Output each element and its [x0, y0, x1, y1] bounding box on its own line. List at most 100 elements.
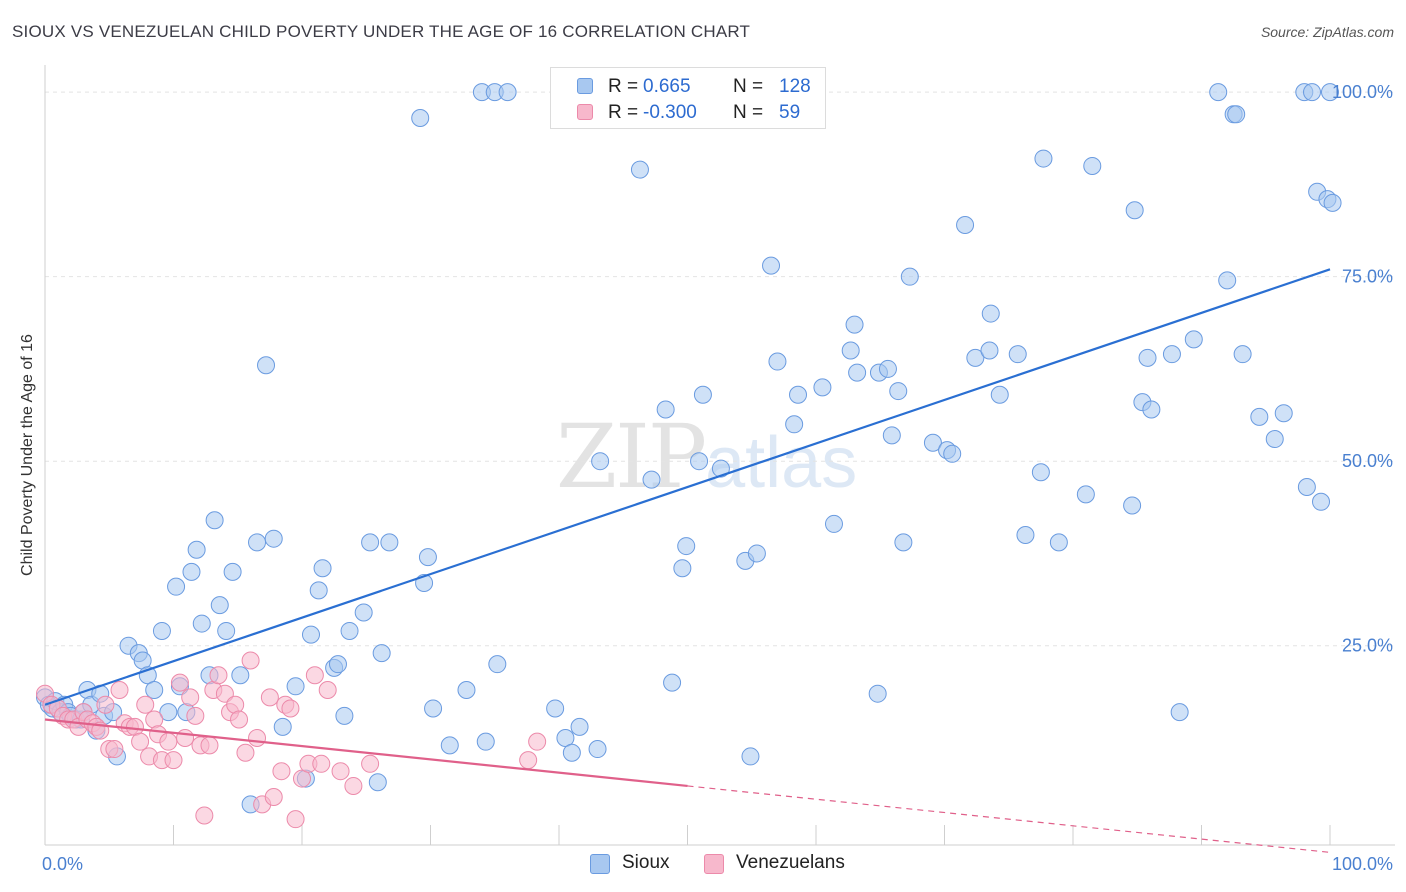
venezuelans-point: [200, 736, 219, 755]
sioux-point: [1162, 345, 1181, 364]
sioux-point: [1184, 330, 1203, 349]
sioux-point: [1209, 83, 1228, 102]
y-tick-label: 25.0%: [1342, 636, 1393, 656]
sioux-point: [418, 548, 437, 567]
r-value: -0.300: [643, 102, 697, 123]
sioux-point: [741, 747, 760, 766]
r-label: R =: [608, 76, 639, 97]
sioux-point: [273, 717, 292, 736]
x-tick-label-max: 100.0%: [1332, 854, 1393, 874]
venezuelans-point: [241, 651, 260, 670]
n-label: N =: [733, 76, 764, 97]
sioux-point: [372, 644, 391, 663]
venezuelans-point: [344, 776, 363, 795]
sioux-point: [690, 452, 709, 471]
venezuelans-swatch: [577, 104, 593, 120]
r-value: 0.665: [643, 76, 691, 97]
sioux-point: [642, 470, 661, 489]
n-label: N =: [733, 102, 764, 123]
legend-label-sioux: Sioux: [622, 852, 670, 873]
x-tick-label-min: 0.0%: [42, 854, 83, 874]
sioux-point: [813, 378, 832, 397]
venezuelans-point: [361, 754, 380, 773]
sioux-point: [588, 740, 607, 759]
sioux-point: [440, 736, 459, 755]
sioux-point: [257, 356, 276, 375]
sioux-point: [768, 352, 787, 371]
venezuelans-trend-line: [44, 718, 688, 788]
sioux-point: [789, 385, 808, 404]
sioux-point: [313, 559, 332, 578]
sioux-point: [476, 732, 495, 751]
sioux-point: [223, 562, 242, 581]
venezuelans-point: [145, 710, 164, 729]
sioux-point: [1312, 492, 1331, 511]
venezuelans-point: [159, 732, 178, 751]
sioux-point: [693, 385, 712, 404]
sioux-point: [1233, 345, 1252, 364]
sioux-point: [1008, 345, 1027, 364]
venezuelans-point: [312, 754, 331, 773]
sioux-point: [187, 540, 206, 559]
y-tick-label: 100.0%: [1332, 82, 1393, 102]
r-label: R =: [608, 102, 639, 123]
sioux-point: [335, 706, 354, 725]
sioux-point: [630, 160, 649, 179]
sioux-point: [711, 459, 730, 478]
sioux-point: [570, 717, 589, 736]
sioux-point: [848, 363, 867, 382]
venezuelans-point: [226, 695, 245, 714]
venezuelans-point: [131, 732, 150, 751]
sioux-point: [1303, 83, 1322, 102]
sioux-point: [1142, 400, 1161, 419]
venezuelans-point: [264, 788, 283, 807]
sioux-point: [882, 426, 901, 445]
sioux-point: [361, 533, 380, 552]
sioux-point: [301, 625, 320, 644]
sioux-point: [546, 699, 565, 718]
venezuelans-point: [186, 706, 205, 725]
sioux-point: [286, 677, 305, 696]
y-tick-label: 75.0%: [1342, 267, 1393, 287]
watermark: ZIPatlas: [556, 405, 857, 508]
watermark-atlas: atlas: [705, 423, 858, 503]
sioux-swatch: [590, 854, 610, 874]
sioux-point: [966, 348, 985, 367]
sioux-point: [1321, 83, 1339, 102]
sioux-point: [340, 621, 359, 640]
venezuelans-point: [260, 688, 279, 707]
sioux-point: [1049, 533, 1068, 552]
venezuelans-point: [236, 743, 255, 762]
venezuelans-point: [105, 740, 124, 759]
sioux-point: [145, 681, 164, 699]
label-layer: 25.0% 50.0% 75.0% 100.0% 0.0% 100.0%: [42, 82, 1393, 874]
venezuelans-point: [286, 810, 305, 829]
sioux-point: [264, 529, 283, 548]
sioux-point: [889, 382, 908, 401]
series-legend: Sioux Venezuelans: [0, 852, 1406, 876]
sioux-point: [1170, 703, 1189, 722]
sioux-point: [309, 581, 328, 600]
sioux-point: [1076, 485, 1095, 504]
venezuelans-point: [528, 732, 547, 751]
venezuelans-point: [248, 728, 267, 747]
sioux-point: [354, 603, 373, 622]
sioux-swatch: [577, 78, 593, 94]
sioux-point: [824, 514, 843, 533]
sioux-point: [205, 511, 224, 530]
sioux-point: [591, 452, 610, 471]
sioux-point: [980, 341, 999, 360]
sioux-point: [424, 699, 443, 718]
sioux-point: [747, 544, 766, 563]
venezuelans-point: [331, 762, 350, 781]
sioux-point: [562, 743, 581, 762]
venezuelans-point: [110, 681, 129, 699]
sioux-point: [878, 359, 897, 378]
sioux-point: [411, 108, 430, 127]
sioux-point: [1218, 271, 1237, 290]
sioux-point: [785, 415, 804, 434]
sioux-point: [1123, 496, 1142, 515]
venezuelans-point: [136, 695, 155, 714]
sioux-point: [956, 216, 975, 234]
